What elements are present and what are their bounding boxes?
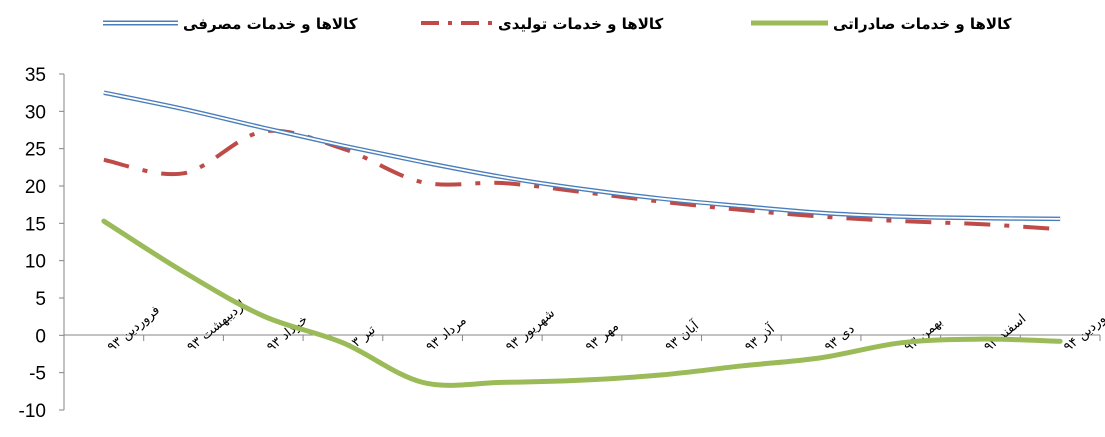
x-tick-label: فروردین ۹۴: [1061, 303, 1105, 355]
y-tick-label: 5: [35, 289, 46, 310]
x-tick-label: مرداد ۹۳: [424, 313, 470, 355]
legend-label-consumer: کالاها و خدمات مصرفی: [183, 15, 358, 33]
x-tick-label: آبان ۹۳: [661, 316, 703, 355]
x-tick-label: مهر ۹۳: [583, 319, 622, 355]
x-tick-label: آذر ۹۳: [741, 319, 779, 355]
series-production: [103, 128, 1061, 232]
legend-label-export: کالاها و خدمات صادراتی: [833, 15, 1012, 33]
x-tick-label: فروردین ۹۳: [105, 303, 163, 355]
legend-item-consumer: کالاها و خدمات مصرفی: [103, 15, 358, 33]
y-tick-label: -5: [29, 364, 46, 385]
legend-item-export: کالاها و خدمات صادراتی: [751, 15, 1012, 33]
x-tick-label: شهریور ۹۳: [503, 306, 558, 355]
series-consumer: [103, 90, 1061, 222]
series-export: [101, 218, 1063, 388]
x-axis-ticks: فروردین ۹۳ اردیبهشت ۹۳ خرداد ۹۳ تیر ۹۳ مرداد…: [63, 297, 1105, 355]
y-tick-label: 10: [25, 252, 46, 273]
y-tick-label: 35: [25, 65, 46, 86]
y-tick-label: -10: [19, 401, 46, 422]
series-lines: [101, 90, 1063, 388]
x-tick-label: اسفند ۹۳: [981, 311, 1029, 355]
series-line-inner: [103, 91, 1061, 220]
y-tick-label: 30: [25, 102, 46, 123]
y-axis-ticks: 35 30 25 20 15 10 5 0 -5 -10: [19, 65, 64, 422]
y-tick-label: 20: [25, 177, 46, 198]
legend: کالاها و خدمات مصرفی کالاها و خدمات تولی…: [103, 15, 1012, 33]
series-line: [103, 128, 1061, 232]
y-tick-label: 25: [25, 140, 46, 161]
legend-item-production: کالاها و خدمات تولیدی: [421, 15, 663, 33]
legend-label-production: کالاها و خدمات تولیدی: [498, 15, 663, 33]
series-line-outer: [103, 90, 1061, 222]
y-tick-label: 0: [35, 326, 46, 347]
y-tick-label: 15: [25, 214, 46, 235]
series-line: [101, 218, 1063, 388]
